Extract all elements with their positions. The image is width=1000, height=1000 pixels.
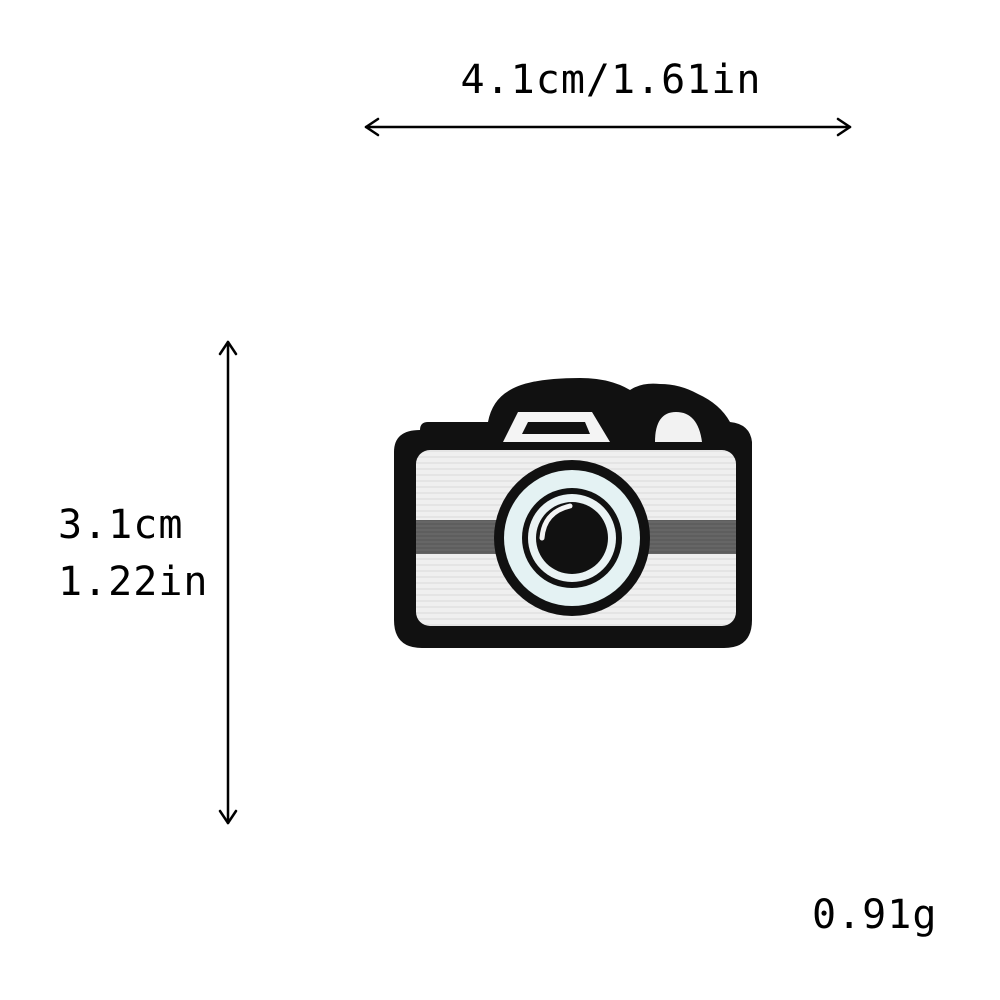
height-dimension-in-label: 1.22in	[58, 559, 209, 605]
width-dimension-label: 4.1cm/1.61in	[460, 57, 762, 103]
viewfinder	[503, 412, 702, 442]
weight-label: 0.91g	[812, 892, 938, 938]
camera-lens	[494, 460, 650, 616]
camera-patch-image	[394, 378, 752, 648]
height-arrow	[218, 340, 238, 825]
width-arrow	[364, 117, 852, 137]
height-dimension-cm-label: 3.1cm	[58, 502, 184, 548]
